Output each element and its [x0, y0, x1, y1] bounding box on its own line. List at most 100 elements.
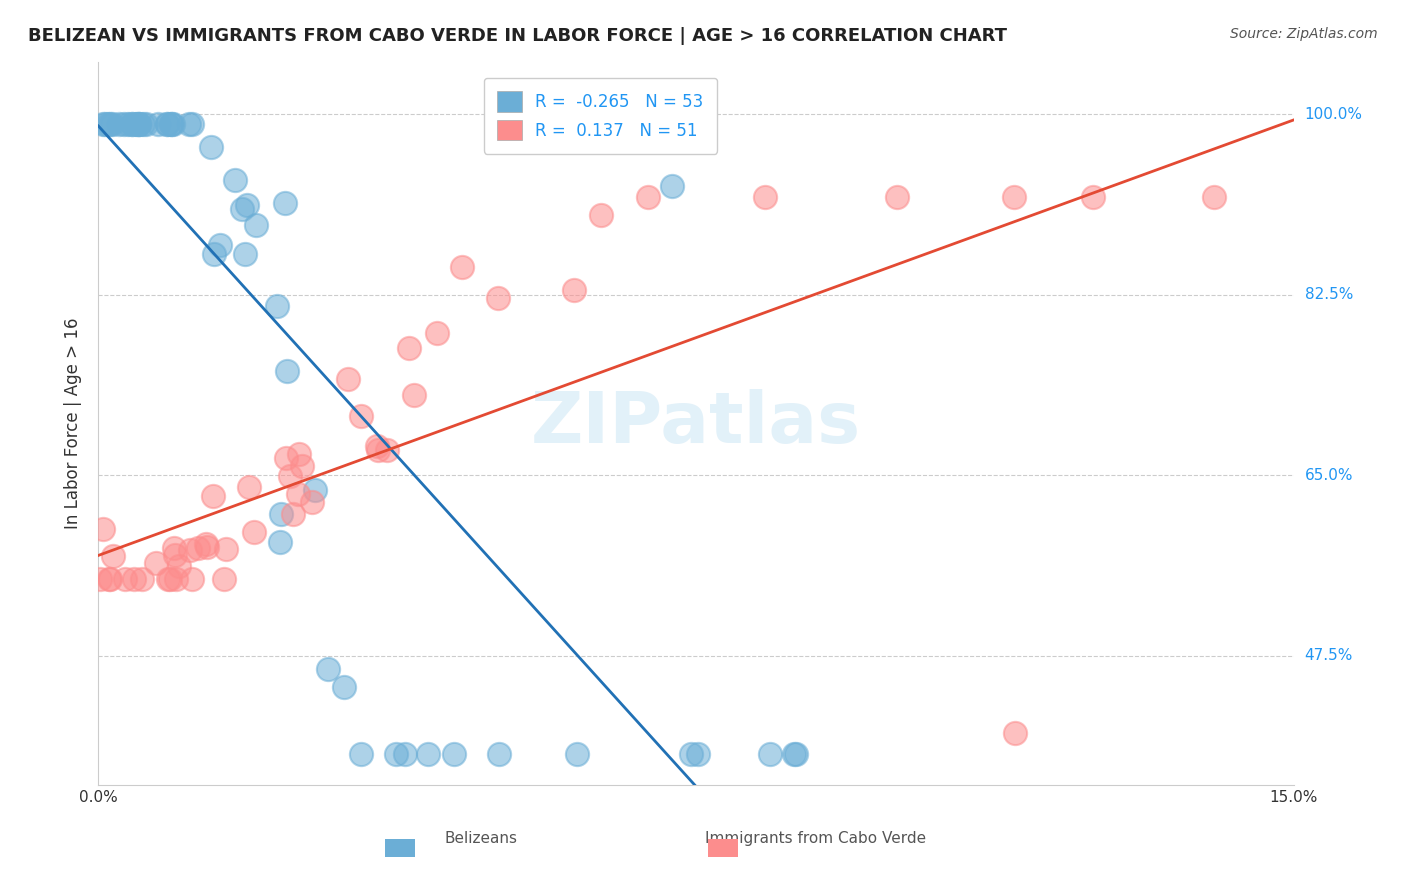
Belizeans: [159, 117, 181, 131]
Immigrants from Cabo Verde: [91, 522, 114, 536]
Immigrants from Cabo Verde: [291, 458, 314, 473]
Belizeans: [128, 117, 150, 131]
Immigrants from Cabo Verde: [366, 439, 388, 453]
Immigrants from Cabo Verde: [163, 548, 186, 562]
Immigrants from Cabo Verde: [145, 556, 167, 570]
Belizeans: [179, 117, 201, 131]
Text: Immigrants from Cabo Verde: Immigrants from Cabo Verde: [704, 830, 927, 846]
Belizeans: [128, 117, 150, 131]
Belizeans: [245, 219, 267, 233]
Immigrants from Cabo Verde: [179, 543, 201, 558]
Belizeans: [443, 747, 465, 761]
Immigrants from Cabo Verde: [886, 189, 908, 203]
Belizeans: [231, 202, 253, 216]
Belizeans: [274, 195, 297, 210]
Belizeans: [785, 747, 807, 761]
Belizeans: [235, 198, 257, 212]
Belizeans: [159, 117, 181, 131]
Text: 47.5%: 47.5%: [1305, 648, 1353, 664]
Immigrants from Cabo Verde: [1004, 726, 1026, 740]
Y-axis label: In Labor Force | Age > 16: In Labor Force | Age > 16: [65, 318, 83, 530]
Immigrants from Cabo Verde: [1202, 189, 1225, 203]
Belizeans: [233, 246, 256, 260]
Immigrants from Cabo Verde: [287, 447, 309, 461]
Immigrants from Cabo Verde: [450, 260, 472, 274]
Immigrants from Cabo Verde: [157, 572, 180, 586]
Belizeans: [679, 747, 702, 761]
Belizeans: [108, 117, 131, 131]
Belizeans: [332, 680, 354, 694]
Immigrants from Cabo Verde: [195, 541, 218, 555]
Belizeans: [276, 363, 298, 377]
Text: BELIZEAN VS IMMIGRANTS FROM CABO VERDE IN LABOR FORCE | AGE > 16 CORRELATION CHA: BELIZEAN VS IMMIGRANTS FROM CABO VERDE I…: [28, 27, 1007, 45]
Immigrants from Cabo Verde: [187, 541, 209, 556]
Immigrants from Cabo Verde: [375, 443, 398, 458]
Belizeans: [224, 173, 246, 187]
Belizeans: [156, 117, 179, 131]
Immigrants from Cabo Verde: [1002, 189, 1025, 203]
Belizeans: [686, 747, 709, 761]
Immigrants from Cabo Verde: [165, 572, 187, 586]
Text: 65.0%: 65.0%: [1305, 467, 1353, 483]
Belizeans: [270, 508, 292, 522]
Belizeans: [565, 747, 588, 761]
Immigrants from Cabo Verde: [402, 388, 425, 402]
Immigrants from Cabo Verde: [283, 507, 305, 521]
Belizeans: [124, 117, 146, 131]
Immigrants from Cabo Verde: [301, 495, 323, 509]
Belizeans: [316, 662, 339, 676]
Immigrants from Cabo Verde: [274, 450, 297, 465]
Immigrants from Cabo Verde: [1083, 189, 1105, 203]
Immigrants from Cabo Verde: [637, 189, 659, 203]
Immigrants from Cabo Verde: [350, 409, 373, 424]
Belizeans: [127, 117, 149, 131]
Belizeans: [759, 747, 782, 761]
Legend: R =  -0.265   N = 53, R =  0.137   N = 51: R = -0.265 N = 53, R = 0.137 N = 51: [484, 78, 717, 153]
Immigrants from Cabo Verde: [131, 572, 153, 586]
Immigrants from Cabo Verde: [169, 558, 191, 573]
Belizeans: [384, 747, 406, 761]
Belizeans: [132, 117, 155, 131]
Immigrants from Cabo Verde: [97, 572, 120, 586]
Immigrants from Cabo Verde: [215, 542, 238, 557]
Belizeans: [269, 535, 291, 549]
Belizeans: [121, 117, 143, 131]
Immigrants from Cabo Verde: [214, 572, 236, 586]
Belizeans: [162, 117, 184, 131]
Belizeans: [266, 300, 288, 314]
Immigrants from Cabo Verde: [238, 480, 260, 494]
Immigrants from Cabo Verde: [98, 572, 121, 586]
Belizeans: [121, 117, 143, 131]
Belizeans: [200, 139, 222, 153]
Belizeans: [91, 117, 114, 131]
Immigrants from Cabo Verde: [287, 486, 309, 500]
Belizeans: [202, 247, 225, 261]
Immigrants from Cabo Verde: [367, 443, 389, 458]
Immigrants from Cabo Verde: [114, 572, 136, 586]
Immigrants from Cabo Verde: [591, 209, 613, 223]
Immigrants from Cabo Verde: [101, 549, 124, 563]
Belizeans: [783, 747, 806, 761]
Belizeans: [304, 483, 326, 498]
Belizeans: [394, 747, 416, 761]
FancyBboxPatch shape: [385, 839, 415, 857]
Belizeans: [208, 238, 231, 252]
Immigrants from Cabo Verde: [202, 489, 225, 503]
Text: 82.5%: 82.5%: [1305, 287, 1353, 302]
Text: 100.0%: 100.0%: [1305, 106, 1362, 121]
Belizeans: [488, 747, 510, 761]
Immigrants from Cabo Verde: [122, 572, 145, 586]
Belizeans: [350, 747, 373, 761]
Immigrants from Cabo Verde: [486, 291, 509, 305]
Belizeans: [661, 179, 683, 194]
Immigrants from Cabo Verde: [754, 189, 776, 203]
Belizeans: [416, 747, 439, 761]
Belizeans: [117, 117, 139, 131]
Belizeans: [146, 117, 169, 131]
Belizeans: [97, 117, 120, 131]
Belizeans: [98, 117, 121, 131]
Immigrants from Cabo Verde: [426, 326, 449, 340]
Immigrants from Cabo Verde: [562, 284, 585, 298]
Text: Source: ZipAtlas.com: Source: ZipAtlas.com: [1230, 27, 1378, 41]
Belizeans: [156, 117, 179, 131]
